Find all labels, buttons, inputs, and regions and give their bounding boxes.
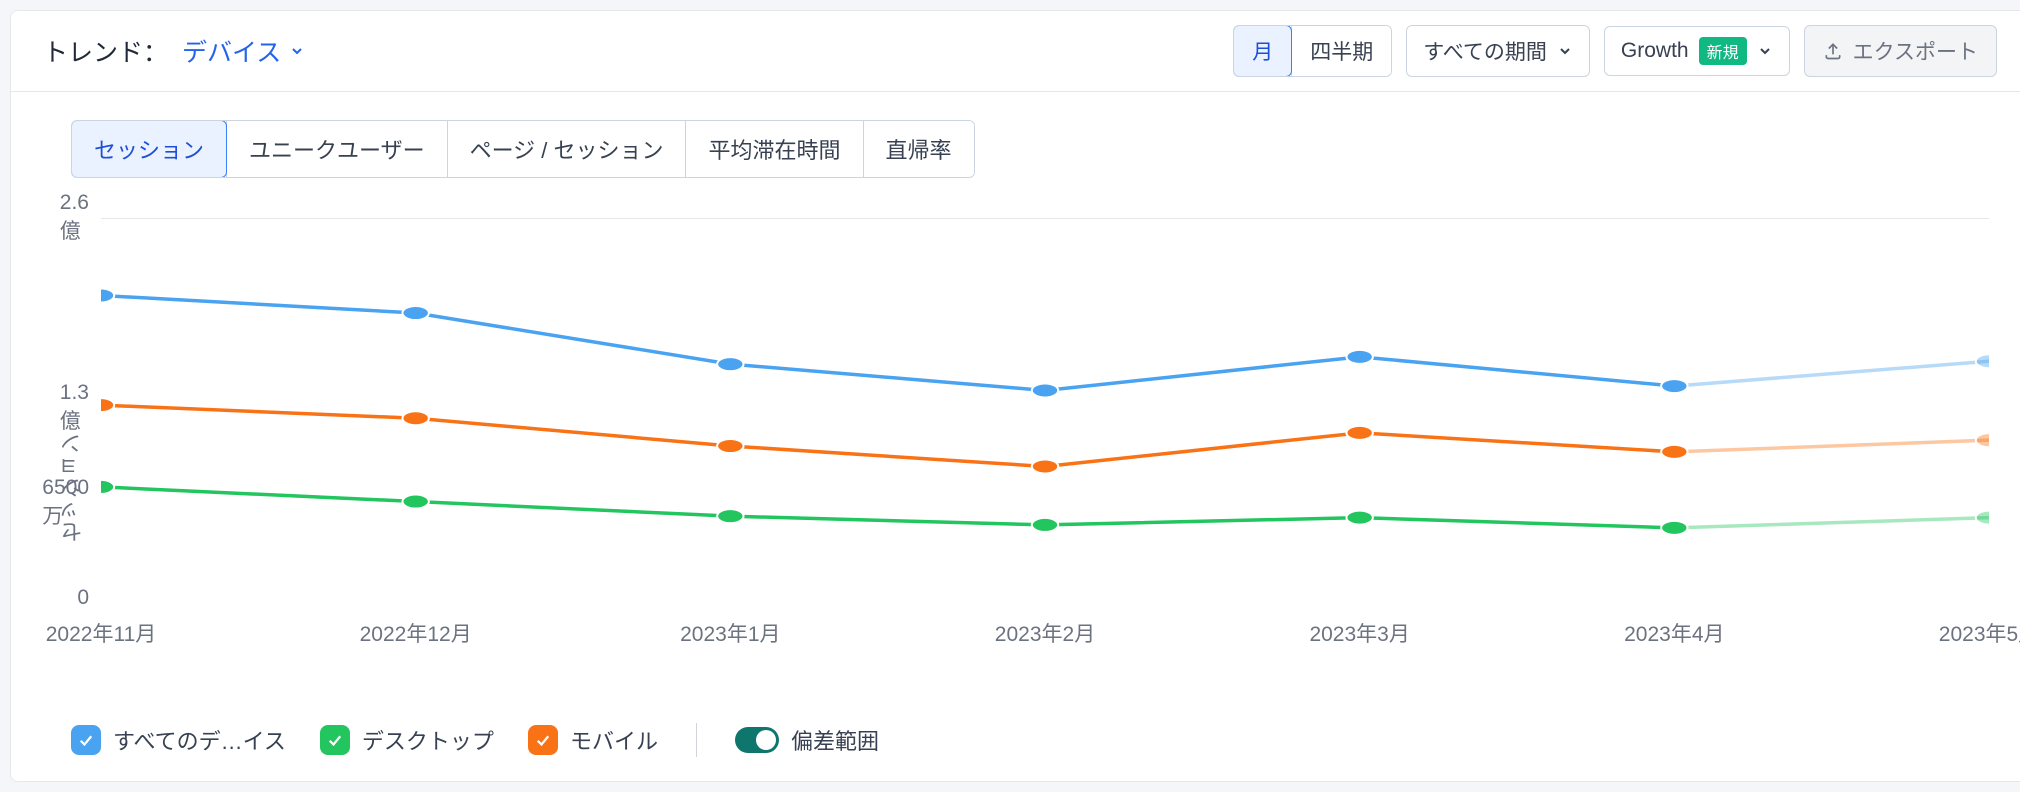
- x-tick-label: 2023年2月: [995, 618, 1095, 648]
- plot: [101, 218, 1989, 598]
- legend-chip-all: [71, 725, 101, 755]
- time-monthly-button[interactable]: 月: [1233, 25, 1292, 77]
- x-tick-label: 2023年5月: [1939, 618, 2020, 648]
- y-tick-label: 2.6億: [60, 191, 89, 245]
- legend-chip-desktop: [320, 725, 350, 755]
- new-badge: 新規: [1699, 37, 1747, 65]
- legend-item-all[interactable]: すべてのデ…イス: [71, 724, 286, 756]
- chevron-down-icon: [1757, 43, 1773, 59]
- x-tick-label: 2023年4月: [1624, 618, 1724, 648]
- range-dropdown[interactable]: すべての期間: [1406, 25, 1590, 77]
- deviation-toggle[interactable]: [735, 727, 779, 753]
- chart-area: セッション 2.6億1.3億6500万0 2022年11月2022年12月202…: [11, 178, 2020, 699]
- metric-tabs: セッションユニークユーザーページ / セッション平均滞在時間直帰率: [71, 120, 975, 178]
- deviation-label: 偏差範囲: [791, 724, 879, 756]
- x-tick-label: 2023年1月: [680, 618, 780, 648]
- check-icon: [77, 731, 95, 749]
- trend-card: トレンド： デバイス 月 四半期 すべての期間 Growth 新規 エクスポート…: [10, 10, 2020, 782]
- time-granularity-toggle: 月 四半期: [1233, 25, 1392, 77]
- metric-tabs-row: セッションユニークユーザーページ / セッション平均滞在時間直帰率: [11, 92, 2020, 178]
- upload-icon: [1823, 41, 1843, 61]
- range-label: すべての期間: [1423, 36, 1547, 66]
- export-button[interactable]: エクスポート: [1804, 25, 1997, 77]
- x-tick-label: 2022年12月: [360, 618, 472, 648]
- y-axis-labels: 2.6億1.3億6500万0: [89, 218, 101, 598]
- x-tick-label: 2023年3月: [1309, 618, 1409, 648]
- export-label: エクスポート: [1853, 36, 1978, 66]
- plot-wrap: 2022年11月2022年12月2023年1月2023年2月2023年3月202…: [101, 198, 1989, 699]
- y-tick-label: 6500万: [42, 476, 89, 530]
- dimension-label: デバイス: [182, 33, 281, 69]
- legend: すべてのデ…イス デスクトップ モバイル 偏差範囲: [11, 699, 2020, 781]
- metric-tab[interactable]: ユニークユーザー: [226, 121, 447, 177]
- x-tick-label: 2022年11月: [46, 618, 157, 648]
- growth-label: Growth: [1621, 39, 1689, 63]
- legend-item-desktop[interactable]: デスクトップ: [320, 724, 494, 756]
- y-tick-label: 0: [77, 586, 89, 610]
- legend-label-desktop: デスクトップ: [362, 724, 494, 756]
- chevron-down-icon: [289, 43, 305, 59]
- time-quarterly-button[interactable]: 四半期: [1291, 26, 1391, 76]
- metric-tab[interactable]: セッション: [71, 120, 227, 178]
- legend-item-deviation[interactable]: 偏差範囲: [735, 724, 879, 756]
- toolbar: トレンド： デバイス 月 四半期 すべての期間 Growth 新規 エクスポート: [11, 11, 2020, 92]
- legend-item-mobile[interactable]: モバイル: [528, 724, 658, 756]
- check-icon: [326, 731, 344, 749]
- legend-label-all: すべてのデ…イス: [113, 724, 286, 756]
- y-tick-label: 1.3億: [60, 381, 89, 435]
- legend-label-mobile: モバイル: [570, 724, 658, 756]
- legend-divider: [696, 723, 697, 757]
- check-icon: [534, 731, 552, 749]
- metric-tab[interactable]: 平均滞在時間: [685, 121, 862, 177]
- metric-tab[interactable]: ページ / セッション: [447, 121, 686, 177]
- metric-tab[interactable]: 直帰率: [863, 121, 974, 177]
- growth-dropdown[interactable]: Growth 新規: [1604, 26, 1790, 76]
- title-prefix: トレンド：: [43, 33, 168, 69]
- dimension-dropdown[interactable]: デバイス: [182, 33, 305, 69]
- chevron-down-icon: [1557, 43, 1573, 59]
- chart-svg: [101, 218, 1989, 598]
- legend-chip-mobile: [528, 725, 558, 755]
